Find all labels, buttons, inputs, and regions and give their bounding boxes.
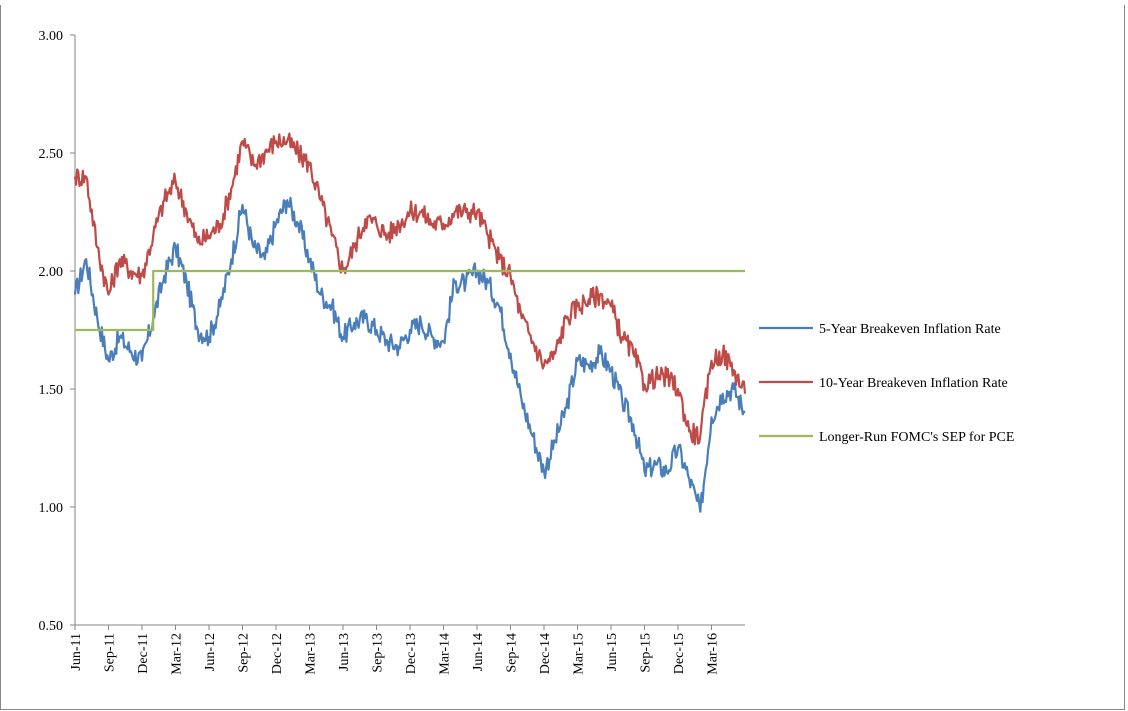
x-tick-label: Dec-15 — [672, 633, 687, 674]
x-tick-label: Sep-13 — [371, 633, 386, 673]
x-tick-label: Jun-15 — [605, 633, 620, 671]
legend-item: 5-Year Breakeven Inflation Rate — [759, 322, 1001, 337]
y-tick-label: 2.00 — [39, 265, 64, 280]
x-tick-label: Mar-15 — [572, 633, 587, 675]
y-tick-label: 1.50 — [39, 383, 64, 398]
legend: 5-Year Breakeven Inflation Rate 10-Year B… — [759, 322, 1014, 445]
y-tick-label: 2.50 — [39, 147, 64, 162]
legend-label: 5-Year Breakeven Inflation Rate — [819, 322, 1001, 337]
series-lines — [73, 132, 747, 513]
series-line-3 — [75, 269, 745, 332]
y-axis-ticks: 0.50 1.00 1.50 2.00 2.50 3.00 — [39, 29, 75, 634]
x-tick-label: Jun-14 — [471, 633, 486, 671]
x-tick-label: Dec-11 — [136, 633, 151, 674]
x-tick-label: Sep-15 — [639, 633, 654, 673]
legend-item: 10-Year Breakeven Inflation Rate — [759, 376, 1008, 391]
x-tick-label: Jun-11 — [69, 633, 84, 671]
y-tick-label: 1.00 — [39, 501, 64, 516]
x-tick-label: Sep-14 — [505, 633, 520, 673]
x-tick-label: Dec-13 — [404, 633, 419, 674]
legend-label: 10-Year Breakeven Inflation Rate — [819, 376, 1008, 391]
x-tick-label: Mar-16 — [706, 633, 721, 675]
series-line-1 — [73, 196, 746, 513]
legend-item: Longer-Run FOMC's SEP for PCE — [759, 430, 1014, 445]
x-tick-label: Jun-12 — [203, 633, 218, 671]
x-tick-label: Mar-12 — [170, 633, 185, 675]
series-line-2 — [73, 132, 747, 446]
y-tick-label: 0.50 — [39, 619, 64, 634]
x-tick-label: Mar-13 — [304, 633, 319, 675]
x-axis-ticks: Jun-11 Sep-11 Dec-11 Mar-12 Jun-12 Sep-12 Dec-… — [69, 625, 721, 675]
x-tick-label: Dec-12 — [270, 633, 285, 674]
x-tick-label: Sep-12 — [237, 633, 252, 673]
x-tick-label: Sep-11 — [103, 633, 118, 672]
x-tick-label: Dec-14 — [538, 633, 553, 674]
x-tick-label: Jun-13 — [337, 633, 352, 671]
chart-frame — [0, 5, 1125, 710]
y-tick-label: 3.00 — [39, 29, 64, 44]
legend-label: Longer-Run FOMC's SEP for PCE — [819, 430, 1014, 445]
x-tick-label: Mar-14 — [438, 633, 453, 675]
